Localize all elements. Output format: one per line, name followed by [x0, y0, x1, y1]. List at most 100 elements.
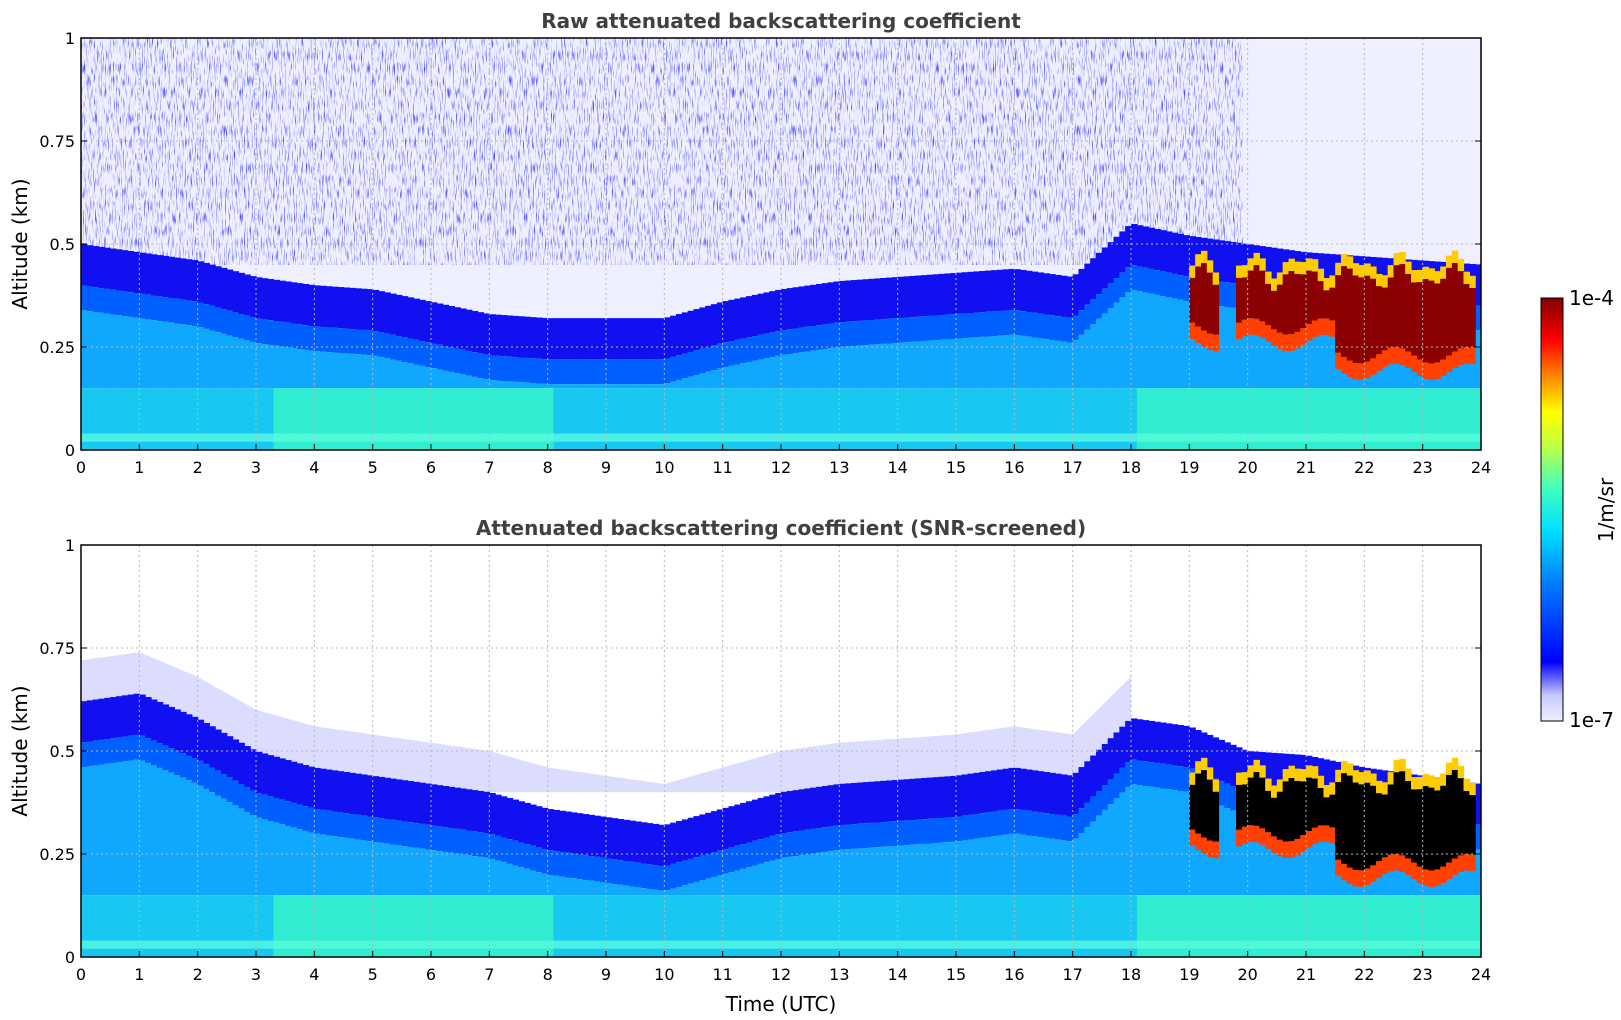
heatmap-cell: [932, 777, 940, 819]
heatmap-cell: [1008, 334, 1015, 389]
heatmap-cell: [162, 895, 170, 957]
heatmap-cell: [425, 783, 432, 825]
heatmap-cell: [98, 312, 105, 389]
heatmap-cell: [1113, 277, 1120, 303]
cloud-edge: [1329, 320, 1336, 337]
heatmap-cell: [874, 895, 881, 957]
heatmap-cell: [191, 388, 199, 450]
heatmap-cell: [536, 317, 543, 359]
heatmap-cell: [600, 388, 607, 450]
heatmap-cell: [915, 341, 922, 389]
heatmap-cell: [1166, 388, 1173, 450]
heatmap-cell: [699, 348, 706, 374]
heatmap-cell: [256, 817, 263, 896]
heatmap-cell: [1119, 895, 1126, 957]
heatmap-cell: [874, 278, 881, 320]
heatmap-cell: [880, 277, 887, 320]
heatmap-cell: [524, 868, 531, 896]
heatmap-cell: [98, 739, 105, 765]
cloud-edge: [1195, 326, 1202, 344]
heatmap-cell: [256, 343, 263, 389]
cloud-edge: [1358, 870, 1365, 887]
cloud-edge: [1463, 778, 1470, 792]
cloud-edge: [1329, 827, 1336, 844]
heatmap-cell: [816, 388, 823, 450]
heatmap-cell: [868, 320, 875, 345]
heatmap-cell: [862, 823, 870, 849]
heatmap-cell: [676, 821, 683, 863]
heatmap-cell: [139, 252, 146, 294]
heatmap-cell: [530, 383, 537, 389]
heatmap-cell: [676, 314, 683, 356]
heatmap-cell: [191, 782, 199, 896]
heatmap-cell: [617, 359, 625, 385]
heatmap-cell: [197, 719, 205, 761]
heatmap-cell: [944, 273, 951, 315]
heatmap-cell: [1125, 291, 1132, 389]
heatmap-cell: [1061, 774, 1068, 816]
heatmap-cell: [1317, 319, 1325, 389]
cloud-edge: [1259, 321, 1266, 338]
heatmap-cell: [751, 895, 759, 957]
heatmap-cell: [127, 292, 135, 317]
heatmap-cell: [1031, 337, 1039, 389]
heatmap-cell: [1055, 895, 1062, 957]
heatmap-cell: [244, 787, 251, 812]
x-tick-label: 12: [771, 965, 791, 984]
heatmap-cell: [1247, 388, 1255, 450]
heatmap-cell: [1212, 388, 1220, 450]
heatmap-cell: [611, 318, 619, 360]
cloud-edge: [1206, 767, 1214, 780]
heatmap-cell: [845, 321, 852, 347]
heatmap-cell: [1253, 388, 1260, 450]
heatmap-cell: [1002, 388, 1010, 450]
heatmap-cell: [390, 388, 397, 450]
cloud-edge: [1189, 322, 1196, 340]
heatmap-cell: [1236, 308, 1243, 389]
heatmap-cell: [209, 388, 216, 450]
heatmap-cell: [273, 321, 280, 346]
heatmap-cell: [1346, 388, 1354, 450]
heatmap-cell: [588, 384, 595, 389]
heatmap-cell: [967, 814, 975, 840]
heatmap-cell: [979, 837, 986, 896]
heatmap-cell: [1265, 895, 1272, 957]
heatmap-cell: [553, 809, 560, 852]
heatmap-cell: [845, 849, 852, 896]
cloud-edge: [1247, 258, 1255, 271]
heatmap-cell: [197, 388, 205, 450]
heatmap-cell: [215, 388, 222, 450]
cloud-edge: [1300, 769, 1307, 782]
heatmap-cell: [1136, 388, 1144, 450]
heatmap-cell: [250, 388, 257, 450]
heatmap-cell: [874, 344, 881, 389]
heatmap-cell: [1008, 767, 1015, 810]
heatmap-cell: [86, 388, 94, 450]
cloud-edge: [1294, 768, 1301, 781]
cloud-cell: [1457, 271, 1465, 349]
heatmap-cell: [314, 833, 321, 896]
heatmap-cell: [232, 388, 240, 450]
heatmap-cell: [1247, 310, 1255, 389]
heatmap-cell: [291, 348, 298, 389]
heatmap-cell: [553, 895, 560, 957]
heatmap-cell: [244, 388, 251, 450]
heatmap-cell: [308, 832, 315, 896]
heatmap-cell: [926, 777, 934, 819]
heatmap-cell: [576, 895, 584, 957]
cloud-edge: [1201, 837, 1208, 855]
heatmap-cell: [1096, 790, 1103, 816]
heatmap-cell: [127, 760, 135, 896]
heatmap-cell: [1142, 267, 1150, 293]
cloud-edge: [1346, 256, 1354, 269]
cloud-cell: [1259, 777, 1266, 829]
heatmap-cell: [1183, 791, 1190, 896]
heatmap-cell: [891, 895, 899, 957]
heatmap-cell: [477, 895, 485, 957]
heatmap-cell: [396, 294, 403, 337]
cloud-edge: [1370, 266, 1377, 279]
cloud-cell: [1300, 781, 1307, 836]
heatmap-cell: [1131, 265, 1138, 290]
heatmap-cell: [343, 388, 350, 450]
heatmap-cell: [1271, 388, 1278, 450]
